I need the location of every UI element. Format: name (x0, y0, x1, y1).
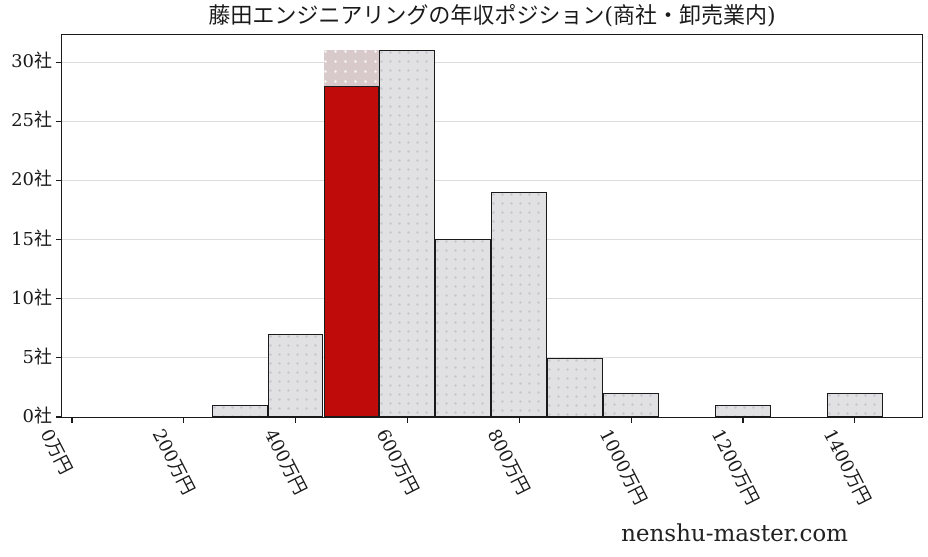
bar-950-1050man (603, 393, 659, 417)
watermark: nenshu-master.com (621, 521, 848, 547)
x-tick-mark-1000 (630, 417, 632, 423)
bar-1350-1450man (826, 393, 883, 417)
y-tick-mark-10 (56, 298, 62, 300)
x-tick-label-text: 0万円 (35, 425, 77, 478)
y-tick-mark-0 (56, 416, 62, 418)
bar-1150-1250man (714, 405, 771, 417)
x-tick-label-text: 400万円 (259, 425, 311, 499)
y-tick-mark-25 (56, 120, 62, 122)
x-tick-mark-200 (183, 417, 185, 423)
x-tick-mark-600 (406, 417, 409, 423)
y-tick-label-5: 5社 (22, 346, 52, 368)
y-tick-label-20: 20社 (11, 169, 52, 191)
bar-top-450-550man (323, 50, 380, 86)
bar-350-450man (267, 334, 324, 417)
bar-850-950man (547, 357, 604, 417)
x-tick-mark-800 (518, 417, 520, 423)
bar-250-350man (211, 405, 268, 417)
y-tick-mark-5 (56, 357, 62, 359)
plot-area (60, 33, 923, 418)
x-tick-label-text: 800万円 (483, 425, 534, 499)
y-tick-mark-30 (56, 61, 62, 63)
x-tick-label-text: 1000万円 (594, 425, 651, 509)
bar-550-650man (379, 50, 436, 417)
y-tick-label-15: 15社 (11, 228, 52, 250)
x-tick-label-text: 200万円 (147, 425, 199, 499)
y-tick-label-10: 10社 (11, 287, 52, 309)
x-tick-label-text: 1200万円 (706, 425, 763, 509)
highlight-bar-450-550man (323, 85, 380, 417)
x-tick-label-text: 600万円 (371, 425, 422, 499)
bar-750-850man (491, 192, 548, 417)
chart-title: 藤田エンジニアリングの年収ポジション(商社・卸売業内) (208, 4, 776, 29)
x-tick-mark-1200 (742, 417, 744, 423)
y-tick-mark-15 (56, 239, 62, 241)
gridline-20社 (61, 179, 922, 181)
x-tick-mark-0 (71, 417, 73, 423)
x-tick-label-text: 1400万円 (818, 425, 875, 509)
x-tick-mark-1400 (854, 417, 856, 423)
bar-650-750man (435, 239, 492, 417)
gridline-30社 (61, 61, 922, 63)
y-tick-label-30: 30社 (11, 51, 52, 73)
y-tick-label-0: 0社 (22, 406, 52, 427)
x-tick-mark-400 (295, 417, 297, 423)
y-tick-label-25: 25社 (11, 110, 52, 132)
gridline-25社 (61, 120, 922, 122)
y-tick-mark-20 (56, 179, 62, 182)
